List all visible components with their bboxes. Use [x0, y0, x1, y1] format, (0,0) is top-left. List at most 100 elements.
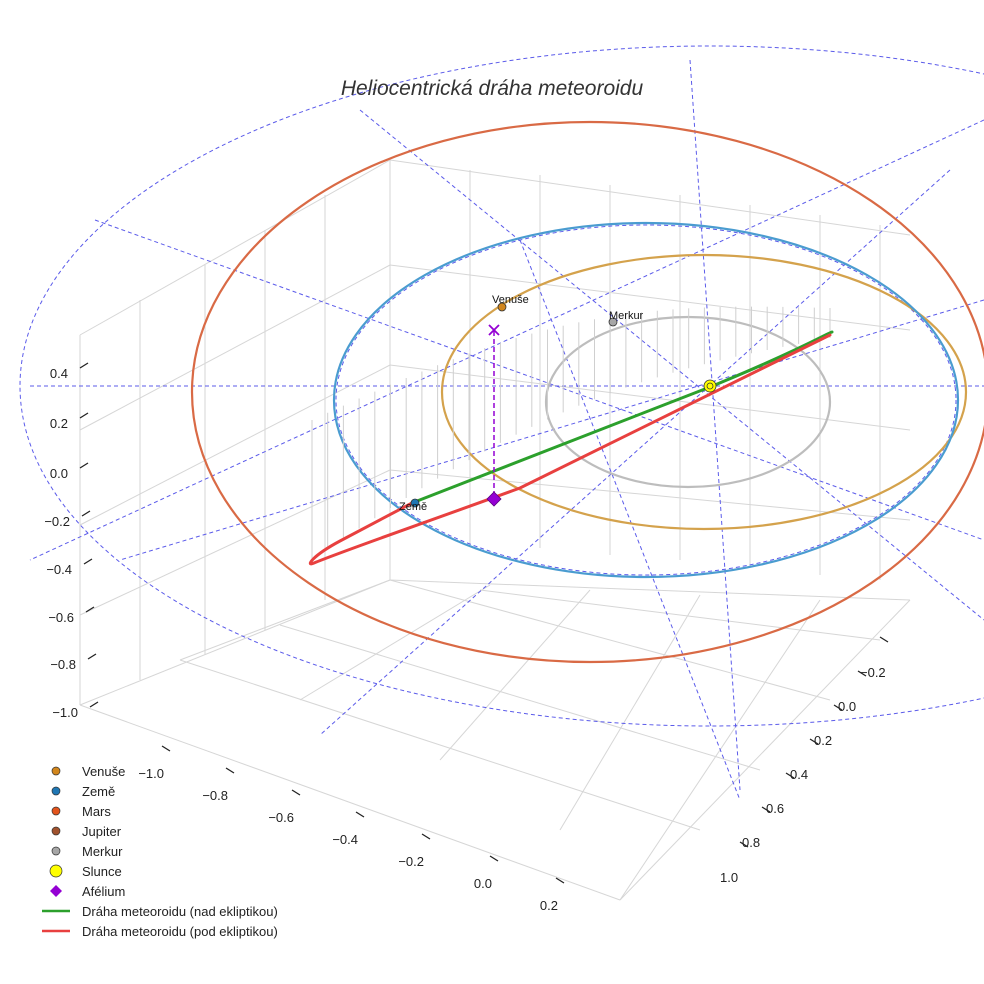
planet-orbits — [191, 120, 984, 664]
tick-label: −0.2 — [44, 514, 70, 529]
tick-mark — [355, 811, 365, 818]
legend-item: Merkur — [51, 844, 123, 859]
grid-line — [479, 589, 881, 641]
tick-mark — [761, 806, 771, 813]
grid-line — [179, 659, 701, 831]
tick-mark — [161, 745, 171, 752]
tick-mark — [555, 877, 565, 884]
legend-label: Jupiter — [82, 824, 122, 839]
tick-mark — [833, 704, 843, 711]
tick-label: 0.2 — [540, 898, 558, 913]
grid-line — [619, 599, 911, 901]
tick-label: −1.0 — [52, 705, 78, 720]
tick-label: 1.0 — [720, 870, 738, 885]
grid-layer — [79, 159, 911, 901]
legend-item: Země — [51, 784, 115, 799]
tick-mark — [79, 412, 89, 419]
tick-mark — [739, 841, 749, 848]
aphelion-marker — [486, 491, 502, 507]
grid-line — [79, 159, 391, 336]
grid-line — [279, 624, 761, 771]
legend-item: Dráha meteoroidu (nad ekliptikou) — [42, 904, 278, 919]
tick-label: −0.6 — [48, 610, 74, 625]
axis-ticks: 0.4 0.2 0.0 −0.2 −0.4 −0.6 −0.8 −1.0 −1.0 −0.8 −0.… — [44, 362, 889, 913]
tick-label: −0.8 — [202, 788, 228, 803]
tick-mark — [89, 701, 99, 708]
body-venue — [497, 302, 507, 312]
grid-line — [389, 264, 911, 331]
orbit-zem — [332, 221, 960, 579]
legend-label: Mars — [82, 804, 111, 819]
body-label-merkur: Merkur — [609, 310, 644, 322]
earth-guide-ring — [335, 224, 957, 576]
tick-label: −0.6 — [268, 810, 294, 825]
drop-lines — [311, 306, 831, 560]
body-merkur — [608, 317, 618, 327]
tick-label: −0.8 — [50, 657, 76, 672]
ecliptic-guide-line — [359, 109, 984, 621]
grid-line — [299, 584, 491, 701]
track-below-ecliptic — [308, 333, 832, 566]
tick-label: −0.2 — [860, 665, 886, 680]
tick-label: 0.0 — [838, 699, 856, 714]
tick-mark — [87, 653, 97, 660]
grid-line — [389, 364, 911, 431]
legend-item: Dráha meteoroidu (pod ekliptikou) — [42, 924, 278, 939]
grid-line — [559, 594, 701, 831]
tick-label: 0.0 — [50, 466, 68, 481]
legend-label: Merkur — [82, 844, 123, 859]
sun-center-ring — [706, 382, 714, 390]
tick-label: −0.2 — [398, 854, 424, 869]
ecliptic-guide-line — [29, 119, 984, 561]
legend-item: Venuše — [51, 764, 125, 779]
ecliptic-guide-line — [519, 239, 741, 801]
legend-marker — [51, 826, 61, 836]
grid-line — [79, 704, 621, 901]
tick-label: 0.0 — [474, 876, 492, 891]
tick-mark — [79, 462, 89, 469]
tick-label: −1.0 — [138, 766, 164, 781]
legend-item: Mars — [51, 804, 111, 819]
body-label-venue: Venuše — [492, 294, 529, 306]
tick-mark — [489, 855, 499, 862]
tick-mark — [785, 772, 795, 779]
chart-title: Heliocentrická dráha meteoroidu — [341, 77, 644, 100]
grid-line — [389, 579, 911, 601]
orbit-mars — [191, 120, 984, 664]
ecliptic-guide-line — [319, 169, 951, 736]
legend-label: Země — [82, 784, 115, 799]
body-label-zem: Země — [399, 501, 427, 513]
tick-label: −0.4 — [332, 832, 358, 847]
tick-mark — [809, 738, 819, 745]
tick-label: 0.2 — [50, 416, 68, 431]
legend-label: Dráha meteoroidu (nad ekliptikou) — [82, 904, 278, 919]
tick-mark — [225, 767, 235, 774]
tick-mark — [83, 558, 93, 565]
meteoroid-tracks — [308, 330, 834, 566]
tick-mark — [879, 636, 889, 643]
grid-line — [179, 579, 391, 661]
body-slunce — [703, 379, 717, 393]
body-zem — [410, 498, 420, 508]
tick-mark — [81, 510, 91, 517]
grid-line — [79, 264, 391, 431]
tick-label: 0.6 — [766, 801, 784, 816]
grid-line — [79, 364, 391, 526]
legend: Venuše Země Mars Jupiter Merkur Slunce Afélium… — [42, 764, 278, 939]
ecliptic-guides — [19, 45, 984, 801]
tick-mark — [421, 833, 431, 840]
aphelion-projection-mark — [488, 324, 500, 336]
tick-mark — [291, 789, 301, 796]
legend-marker — [51, 786, 61, 796]
legend-marker — [50, 885, 62, 897]
orbit-venue — [440, 253, 968, 531]
legend-marker — [51, 766, 61, 776]
legend-label: Venuše — [82, 764, 125, 779]
legend-item: Jupiter — [51, 824, 122, 839]
tick-mark — [79, 362, 89, 369]
tick-label: 0.4 — [50, 366, 68, 381]
legend-label: Slunce — [82, 864, 122, 879]
bodies-layer: Venuše Merkur Země — [399, 294, 717, 513]
tick-mark — [85, 606, 95, 613]
